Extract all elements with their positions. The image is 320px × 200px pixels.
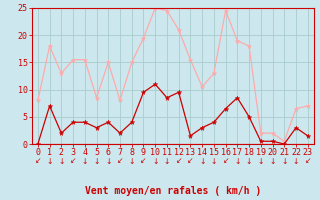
Text: ↓: ↓ bbox=[269, 156, 276, 165]
Text: ↙: ↙ bbox=[117, 156, 123, 165]
Text: ↓: ↓ bbox=[234, 156, 241, 165]
Text: ↙: ↙ bbox=[35, 156, 41, 165]
Text: ↙: ↙ bbox=[70, 156, 76, 165]
Text: ↓: ↓ bbox=[293, 156, 299, 165]
Text: ↓: ↓ bbox=[258, 156, 264, 165]
Text: ↙: ↙ bbox=[187, 156, 194, 165]
Text: ↙: ↙ bbox=[305, 156, 311, 165]
Text: ↙: ↙ bbox=[175, 156, 182, 165]
Text: ↓: ↓ bbox=[164, 156, 170, 165]
Text: ↓: ↓ bbox=[129, 156, 135, 165]
Text: ↓: ↓ bbox=[199, 156, 205, 165]
Text: ↓: ↓ bbox=[105, 156, 111, 165]
Text: ↓: ↓ bbox=[46, 156, 53, 165]
Text: ↙: ↙ bbox=[140, 156, 147, 165]
Text: Vent moyen/en rafales ( km/h ): Vent moyen/en rafales ( km/h ) bbox=[85, 186, 261, 196]
Text: ↓: ↓ bbox=[152, 156, 158, 165]
Text: ↓: ↓ bbox=[82, 156, 88, 165]
Text: ↓: ↓ bbox=[211, 156, 217, 165]
Text: ↓: ↓ bbox=[58, 156, 65, 165]
Text: ↙: ↙ bbox=[222, 156, 229, 165]
Text: ↓: ↓ bbox=[93, 156, 100, 165]
Text: ↓: ↓ bbox=[246, 156, 252, 165]
Text: ↓: ↓ bbox=[281, 156, 287, 165]
